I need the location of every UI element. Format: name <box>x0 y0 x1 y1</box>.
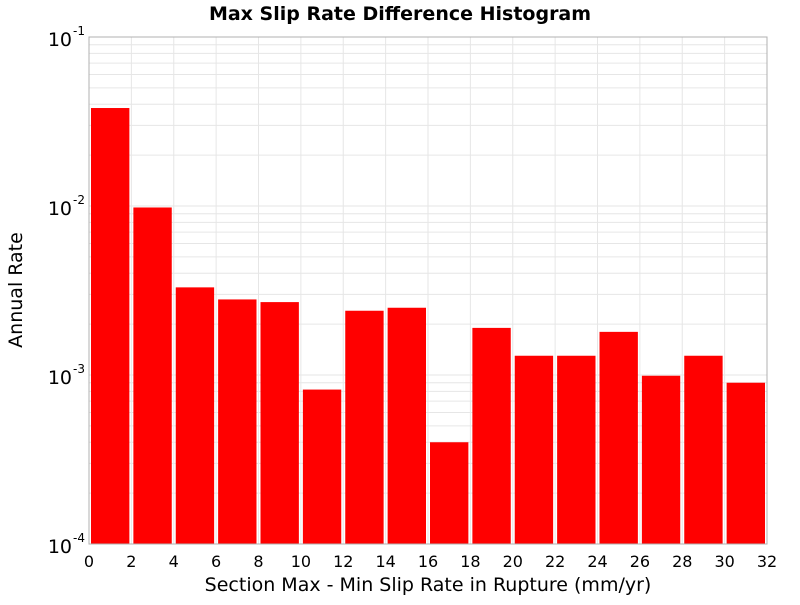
histogram-bar <box>684 355 723 544</box>
x-tick-label: 20 <box>503 552 523 571</box>
x-tick-label: 28 <box>672 552 692 571</box>
plot-frame <box>88 36 768 545</box>
x-tick-label: 4 <box>169 552 179 571</box>
bars <box>91 108 765 544</box>
x-tick-label: 32 <box>757 552 777 571</box>
histogram-bar <box>133 207 172 544</box>
x-tick-label: 30 <box>714 552 734 571</box>
x-tick-label: 12 <box>333 552 353 571</box>
y-tick-base: 10 <box>48 536 72 558</box>
y-tick-exponent: -2 <box>73 193 85 207</box>
y-tick-exponent: -1 <box>73 24 85 38</box>
histogram-bar <box>641 375 681 544</box>
x-tick-label: 14 <box>375 552 395 571</box>
histogram-bar <box>345 310 384 544</box>
chart-title: Max Slip Rate Difference Histogram <box>209 3 591 25</box>
y-axis-label: Annual Rate <box>5 232 27 348</box>
y-tick-label: 10 -3 <box>48 362 85 389</box>
histogram-bar <box>599 331 638 544</box>
histogram-bar <box>472 327 511 544</box>
x-axis-ticks: 0 2 4 6 8 10 12 14 16 18 20 22 24 26 28 30 32 <box>84 552 777 571</box>
histogram-bar <box>387 307 426 544</box>
x-tick-label: 24 <box>587 552 607 571</box>
histogram-bar <box>260 302 299 544</box>
y-tick-base: 10 <box>48 367 72 389</box>
histogram-bar <box>557 355 596 544</box>
x-tick-label: 2 <box>126 552 136 571</box>
histogram-bar <box>175 287 215 544</box>
x-tick-label: 26 <box>630 552 650 571</box>
y-tick-exponent: -4 <box>73 531 85 545</box>
y-tick-exponent: -3 <box>73 362 85 376</box>
histogram-bar <box>726 382 765 544</box>
x-tick-label: 6 <box>211 552 221 571</box>
histogram-bar <box>218 299 257 544</box>
x-tick-label: 22 <box>545 552 565 571</box>
y-tick-label: 10 -1 <box>48 24 85 51</box>
y-tick-base: 10 <box>48 29 72 51</box>
x-axis-label: Section Max - Min Slip Rate in Rupture (… <box>205 574 652 596</box>
x-tick-label: 10 <box>291 552 311 571</box>
histogram-bar <box>302 389 342 544</box>
histogram-bar <box>514 355 554 544</box>
y-tick-label: 10 -4 <box>48 531 85 558</box>
y-tick-base: 10 <box>48 198 72 220</box>
x-tick-label: 16 <box>418 552 438 571</box>
y-axis-ticks: 10-410-310-210-1 <box>48 24 85 558</box>
x-tick-label: 0 <box>84 552 94 571</box>
x-tick-label: 18 <box>460 552 480 571</box>
y-tick-label: 10 -2 <box>48 193 85 220</box>
histogram-bar <box>91 108 130 544</box>
histogram-bar <box>430 442 469 544</box>
x-tick-label: 8 <box>253 552 263 571</box>
